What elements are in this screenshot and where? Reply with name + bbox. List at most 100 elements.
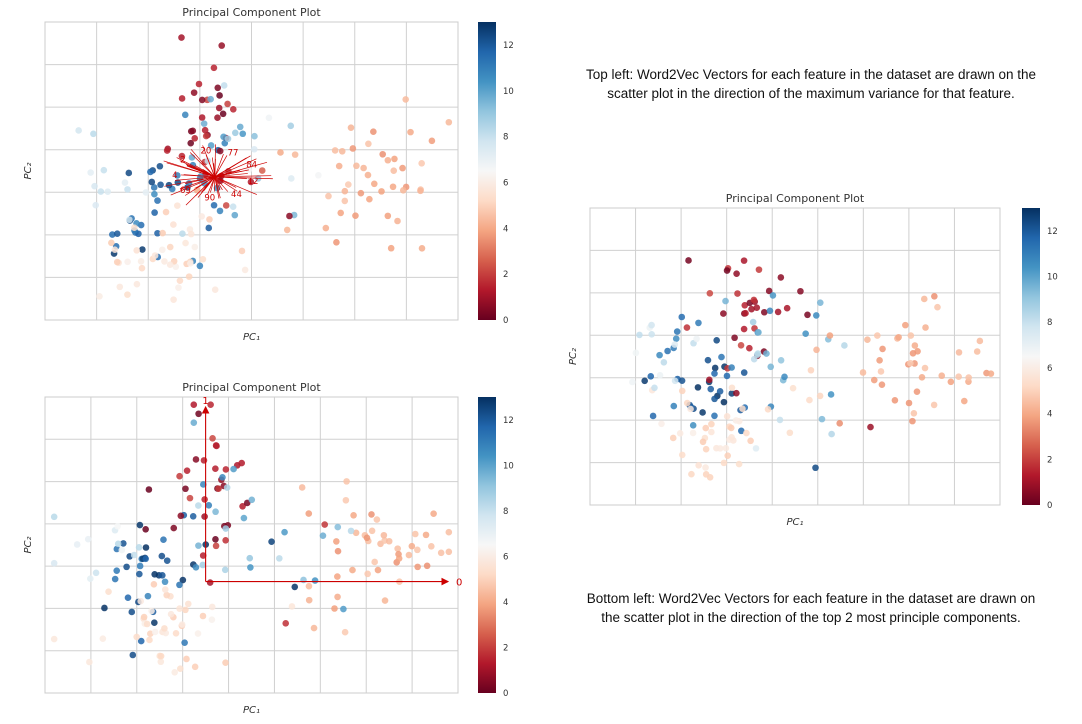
data-point xyxy=(976,337,984,345)
data-point xyxy=(283,226,291,234)
data-point xyxy=(161,625,168,632)
data-point xyxy=(114,522,121,530)
data-point xyxy=(198,114,206,121)
data-point xyxy=(287,175,295,182)
data-point xyxy=(337,209,345,217)
data-point xyxy=(678,313,686,321)
data-point xyxy=(175,284,182,291)
data-point xyxy=(728,433,735,441)
data-point xyxy=(212,542,220,550)
feature-vector-label: 20 xyxy=(201,146,212,156)
data-point xyxy=(162,208,170,216)
data-point xyxy=(206,216,213,223)
data-point xyxy=(241,266,249,274)
data-point xyxy=(907,359,914,367)
data-point xyxy=(918,373,926,381)
data-point xyxy=(182,239,189,247)
data-point xyxy=(750,296,758,304)
data-point xyxy=(720,310,727,317)
data-point xyxy=(649,412,657,420)
data-point xyxy=(178,152,186,160)
colorbar xyxy=(478,22,496,320)
data-point xyxy=(187,230,195,238)
data-point xyxy=(150,184,158,191)
data-point xyxy=(322,224,330,232)
data-point xyxy=(97,188,105,195)
data-point xyxy=(206,579,214,586)
data-point xyxy=(333,538,340,545)
data-point xyxy=(205,502,213,509)
colorbar-tick-label: 4 xyxy=(503,598,508,608)
data-point xyxy=(723,267,731,274)
data-point xyxy=(334,573,341,580)
data-point xyxy=(922,324,929,331)
data-point xyxy=(282,620,290,627)
data-point xyxy=(445,548,453,556)
data-point xyxy=(816,392,824,400)
data-point xyxy=(236,123,244,131)
data-point xyxy=(828,430,835,438)
data-point xyxy=(352,529,360,537)
data-point xyxy=(632,349,640,357)
data-point xyxy=(797,287,804,295)
data-point xyxy=(222,525,230,532)
data-point xyxy=(131,224,138,231)
data-point xyxy=(651,384,658,392)
data-point xyxy=(215,485,222,492)
data-point xyxy=(878,381,886,388)
scatter-chart-bottom-left: Principal Component Plot01PC₁PC₂02468101… xyxy=(23,381,514,716)
data-point xyxy=(288,603,296,610)
data-point xyxy=(218,42,226,49)
data-point xyxy=(670,402,678,410)
feature-vector xyxy=(214,173,248,178)
data-point xyxy=(766,307,774,315)
data-point xyxy=(199,612,207,620)
data-point xyxy=(161,586,169,593)
data-point xyxy=(120,540,127,547)
data-point xyxy=(706,376,713,384)
data-point xyxy=(144,592,152,600)
chart-title: Principal Component Plot xyxy=(182,6,321,19)
data-point xyxy=(151,628,159,636)
data-point xyxy=(802,330,809,337)
data-point xyxy=(807,366,815,374)
data-point xyxy=(75,127,82,134)
data-point xyxy=(195,502,202,509)
data-point xyxy=(412,530,419,538)
data-point xyxy=(281,528,288,536)
data-point xyxy=(199,255,207,263)
data-point xyxy=(879,345,886,353)
data-point xyxy=(394,217,401,225)
feature-vector xyxy=(189,152,216,178)
pc1-arrow-label: 0 xyxy=(456,578,462,589)
data-point xyxy=(239,502,246,510)
data-point xyxy=(913,388,921,395)
data-point xyxy=(118,546,126,554)
data-point xyxy=(345,181,352,188)
data-point xyxy=(930,401,938,409)
data-point xyxy=(895,333,902,341)
data-point xyxy=(137,258,145,265)
data-point xyxy=(370,180,378,188)
data-point xyxy=(445,118,453,126)
data-point xyxy=(706,474,714,481)
data-point xyxy=(198,213,206,220)
data-point xyxy=(867,423,874,431)
data-point xyxy=(368,527,376,535)
data-points xyxy=(75,34,453,303)
pc2-arrow-label: 1 xyxy=(202,396,208,407)
data-points xyxy=(50,401,453,676)
data-point xyxy=(121,179,129,186)
caption-top: Top left: Word2Vec Vectors for each feat… xyxy=(585,67,1037,101)
data-point xyxy=(178,621,186,628)
data-point xyxy=(172,629,180,637)
data-point xyxy=(219,474,226,481)
data-point xyxy=(723,372,731,380)
data-point xyxy=(678,387,686,395)
data-point xyxy=(84,535,92,543)
data-point xyxy=(708,428,715,436)
data-point xyxy=(352,212,359,219)
data-point xyxy=(201,496,208,503)
data-point xyxy=(364,570,371,578)
data-point xyxy=(136,570,143,578)
